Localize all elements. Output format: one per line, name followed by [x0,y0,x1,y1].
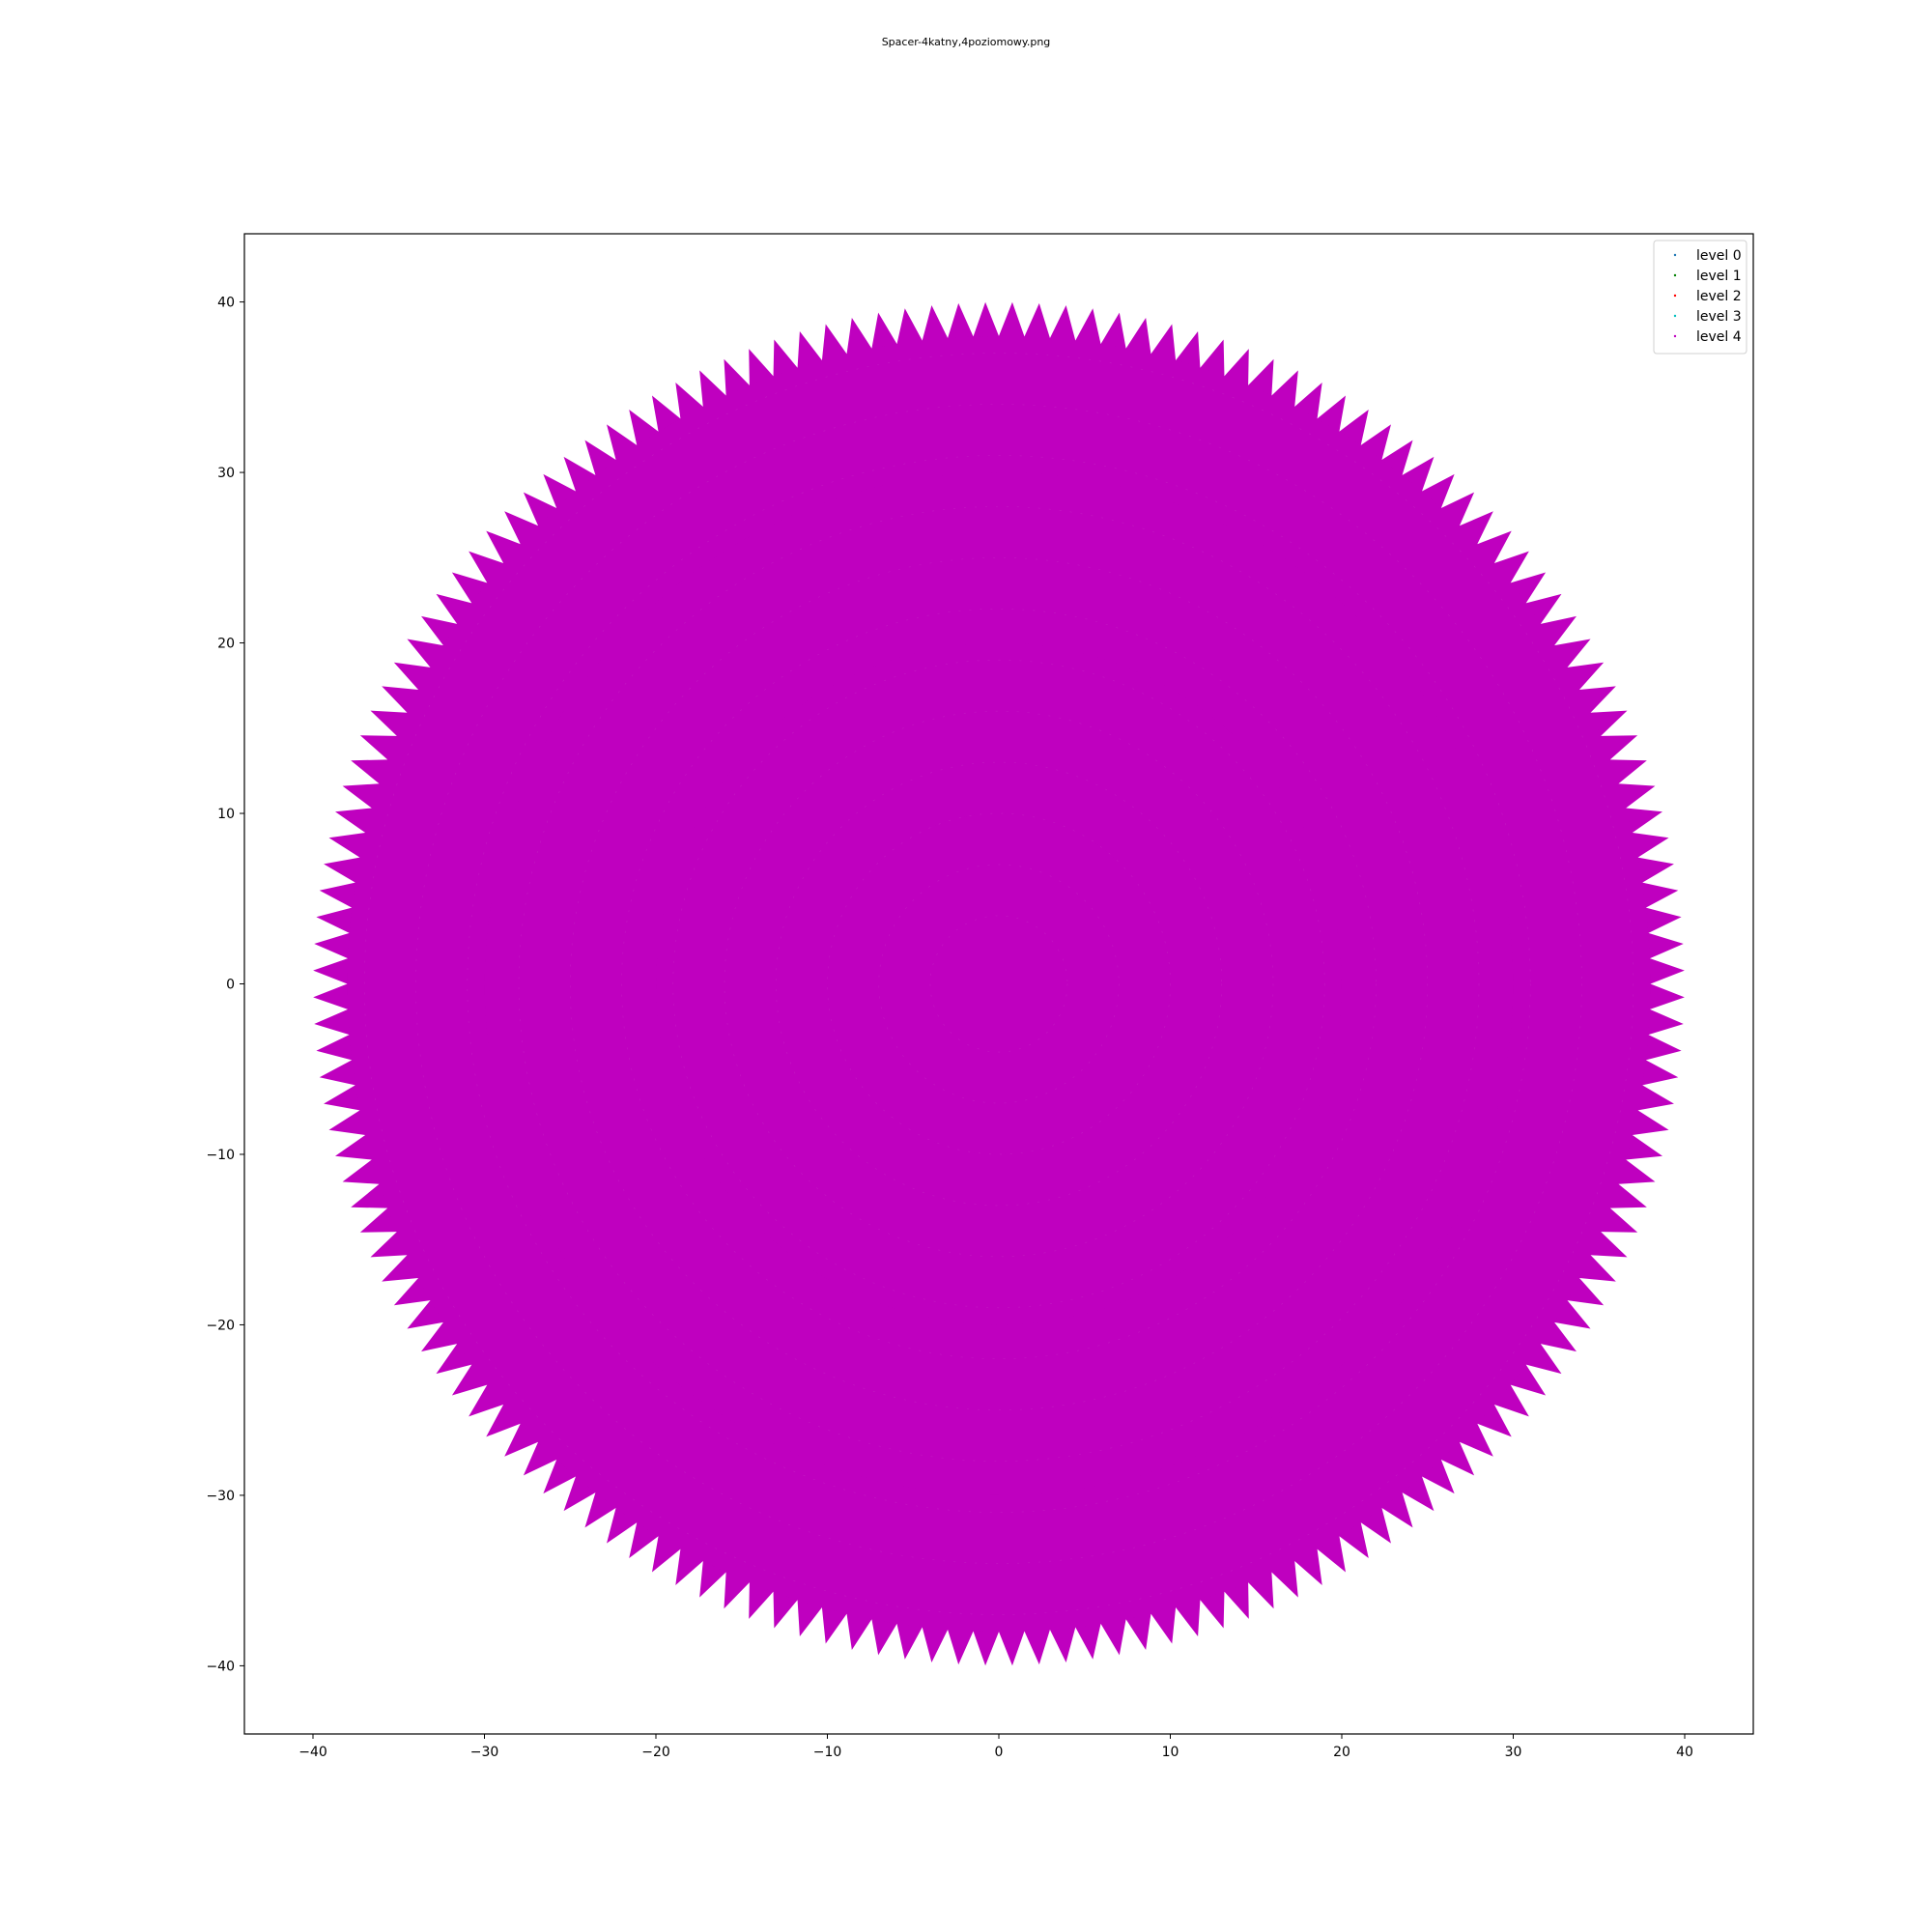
x-tick-label: 10 [1162,1745,1179,1760]
texture-ring [621,608,1377,1360]
plot-area [313,301,1685,1666]
y-tick-label: −40 [206,1659,235,1674]
legend-label: level 1 [1696,269,1742,284]
legend: level 0 level 1 level 2 level 3 level 4 [1653,240,1747,355]
texture-ring [569,557,1429,1410]
texture-ring [878,864,1120,1104]
figure-title: Spacer-4katny,4poziomowy.png [881,36,1051,48]
texture-ring [672,659,1325,1309]
y-tick-label: 20 [217,637,235,652]
legend-box [1653,240,1747,355]
texture-ring [518,506,1480,1462]
texture-ring [724,710,1274,1258]
x-tick-label: −30 [470,1745,499,1760]
x-tick-label: −40 [298,1745,327,1760]
y-axis: −40 −30 −20 −10 0 10 20 30 40 [206,296,244,1674]
y-tick-label: −10 [206,1148,235,1163]
legend-label: level 3 [1696,309,1742,325]
texture-ring [827,812,1171,1155]
x-tick-label: −10 [813,1745,842,1760]
x-axis: −40 −30 −20 −10 0 10 20 30 40 [298,1734,1693,1760]
x-tick-label: 0 [995,1745,1004,1760]
texture-ring [415,404,1582,1564]
legend-label: level 4 [1696,329,1742,345]
legend-label: level 2 [1696,289,1742,304]
x-tick-label: 20 [1333,1745,1350,1760]
legend-marker [1673,273,1677,277]
legend-label: level 0 [1696,248,1742,264]
texture-ring [929,915,1068,1053]
y-tick-label: 10 [217,807,235,822]
x-tick-label: −20 [641,1745,670,1760]
y-tick-label: −20 [206,1318,235,1333]
y-tick-label: 0 [226,978,235,993]
series-level-1 [827,813,1171,1154]
x-tick-label: 40 [1676,1745,1693,1760]
x-tick-label: 30 [1505,1745,1522,1760]
legend-marker [1673,334,1677,338]
texture-ring [775,761,1223,1207]
texture-ring [467,455,1531,1513]
legend-marker [1673,294,1677,298]
y-tick-label: −30 [206,1489,235,1504]
texture-ring [363,353,1634,1615]
legend-marker [1673,314,1677,318]
y-tick-label: 30 [217,466,235,481]
y-tick-label: 40 [217,296,235,311]
legend-marker [1673,253,1677,257]
